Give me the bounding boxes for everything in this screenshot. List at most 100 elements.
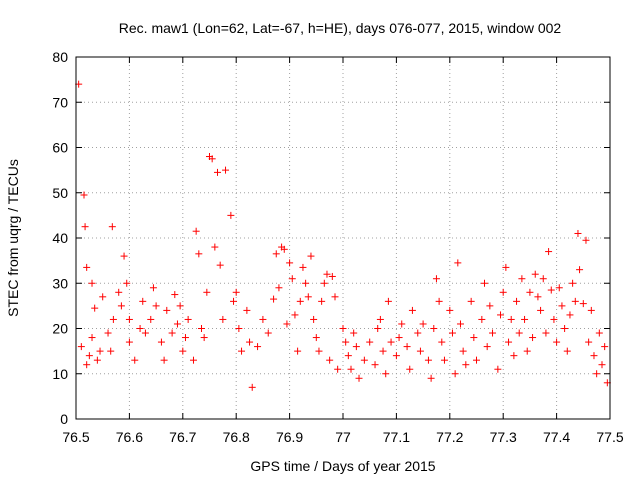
y-tick-label: 70: [52, 94, 68, 110]
data-point: [96, 347, 104, 355]
data-point: [109, 315, 117, 323]
x-tick-label: 77: [335, 429, 351, 445]
data-point: [483, 343, 491, 351]
y-tick-label: 40: [52, 230, 68, 246]
data-point: [149, 284, 157, 292]
data-point: [366, 338, 374, 346]
data-point: [398, 320, 406, 328]
data-point: [494, 365, 502, 373]
data-point: [181, 334, 189, 342]
data-point: [531, 270, 539, 278]
data-point: [545, 248, 553, 256]
x-tick-label: 76.5: [62, 429, 89, 445]
data-point: [195, 250, 203, 258]
data-point: [481, 279, 489, 287]
data-point: [595, 329, 603, 337]
data-point: [136, 325, 144, 332]
data-point: [558, 302, 566, 310]
data-point: [403, 343, 411, 351]
data-point: [222, 166, 230, 174]
data-point: [163, 306, 171, 314]
data-point: [371, 361, 379, 369]
data-point: [184, 315, 192, 323]
data-point: [587, 306, 595, 314]
data-point: [280, 245, 288, 253]
data-point: [406, 365, 414, 373]
data-point: [342, 338, 350, 346]
data-point: [243, 306, 251, 314]
y-tick-label: 50: [52, 185, 68, 201]
data-point: [291, 311, 299, 319]
data-point: [147, 315, 155, 323]
data-point: [272, 250, 280, 258]
x-tick-label: 77.5: [596, 429, 623, 445]
data-point: [296, 297, 304, 305]
data-point: [539, 275, 547, 283]
data-point: [275, 284, 283, 292]
data-point: [99, 293, 107, 301]
data-point: [168, 329, 176, 337]
data-point: [203, 288, 211, 296]
data-point: [176, 302, 184, 310]
data-point: [80, 191, 88, 199]
data-point: [360, 356, 368, 364]
data-point: [307, 252, 315, 260]
chart-title: Rec. maw1 (Lon=62, Lat=-67, h=HE), days …: [119, 20, 562, 36]
data-point: [286, 259, 294, 267]
data-point: [157, 338, 165, 346]
data-point: [526, 288, 534, 296]
data-point: [518, 275, 526, 283]
data-point: [379, 347, 387, 355]
data-point: [283, 320, 291, 328]
data-point: [435, 297, 443, 305]
data-point: [478, 315, 486, 323]
x-tick-label: 76.9: [276, 429, 303, 445]
data-point: [179, 347, 187, 355]
data-point: [376, 315, 384, 323]
data-point: [141, 329, 149, 337]
x-tick-label: 76.7: [169, 429, 196, 445]
data-point: [77, 343, 85, 351]
data-point: [563, 347, 571, 355]
data-point: [462, 361, 470, 369]
data-point: [507, 315, 515, 323]
data-point: [85, 352, 93, 360]
data-point: [115, 288, 123, 296]
data-point: [438, 338, 446, 346]
data-point: [318, 297, 326, 305]
data-point: [288, 275, 296, 283]
x-axis-label: GPS time / Days of year 2015: [250, 458, 435, 474]
data-point: [125, 315, 133, 323]
x-tick-label: 76.8: [223, 429, 250, 445]
data-point: [91, 304, 99, 312]
data-point: [395, 334, 403, 342]
data-point: [561, 325, 569, 332]
data-point: [235, 325, 243, 332]
data-point: [339, 325, 347, 332]
data-point: [448, 329, 456, 337]
data-point: [502, 263, 510, 271]
data-point: [160, 356, 168, 364]
data-point: [232, 288, 240, 296]
y-tick-label: 0: [60, 411, 68, 427]
data-point: [131, 356, 139, 364]
data-point: [392, 352, 400, 360]
data-point: [590, 352, 598, 360]
data-point: [547, 286, 555, 294]
data-point: [331, 293, 339, 301]
data-point: [347, 365, 355, 373]
data-point: [419, 320, 427, 328]
data-point: [446, 306, 454, 314]
data-point: [515, 329, 523, 337]
data-point: [555, 284, 563, 292]
data-point: [328, 272, 336, 280]
data-point: [171, 291, 179, 299]
data-point: [230, 297, 238, 305]
data-point: [219, 315, 227, 323]
data-point: [384, 297, 392, 305]
data-point: [470, 334, 478, 342]
data-point: [107, 347, 115, 355]
data-point: [569, 279, 577, 287]
data-point: [334, 365, 342, 373]
